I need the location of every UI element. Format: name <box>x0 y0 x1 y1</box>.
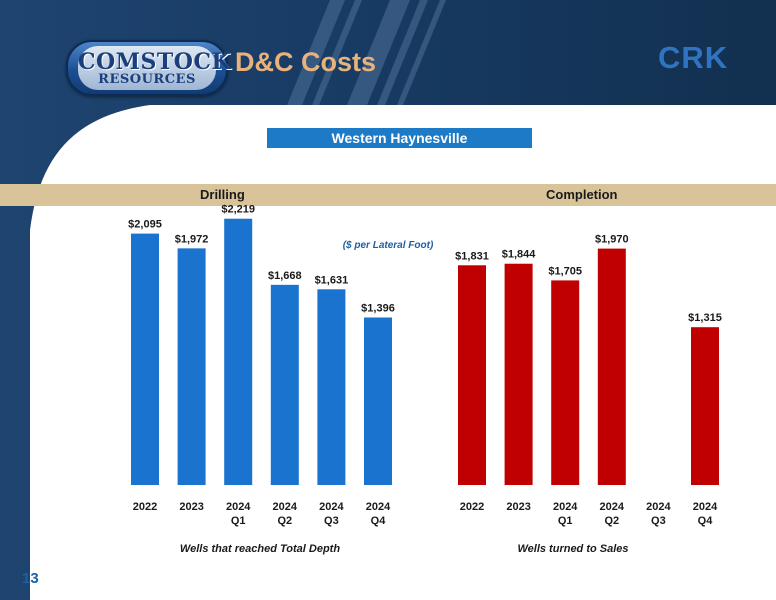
drilling-bar <box>364 317 392 485</box>
completion-tick-label: 2024 <box>693 501 718 513</box>
completion-bar <box>458 265 486 485</box>
unit-annotation: ($ per Lateral Foot) <box>343 240 434 251</box>
completion-tick-label: 2024 <box>646 501 671 513</box>
drilling-tick-label: 2024 <box>319 501 344 513</box>
slide-number: 13 <box>22 570 39 587</box>
completion-value-label: $1,315 <box>688 312 722 324</box>
drilling-bar <box>224 218 253 485</box>
drilling-value-label: $1,668 <box>268 270 302 282</box>
drilling-bar <box>270 284 299 485</box>
drilling-section-label: Drilling <box>200 187 245 202</box>
drilling-value-label: $1,631 <box>315 274 349 286</box>
completion-tick-label: 2024 <box>600 501 625 513</box>
region-banner: Western Haynesville <box>267 128 532 148</box>
completion-bar <box>504 263 533 485</box>
completion-bar <box>551 280 580 485</box>
drilling-bar <box>177 248 206 485</box>
completion-value-label: $1,705 <box>548 265 582 277</box>
drilling-bar <box>317 289 346 485</box>
drilling-value-label: $2,095 <box>128 219 162 231</box>
drilling-tick-label: 2022 <box>133 501 157 513</box>
completion-tick-label: Q1 <box>558 515 573 527</box>
drilling-bar <box>131 233 159 485</box>
logo-wordmark-top: COMSTOCK <box>78 49 232 75</box>
ticker-logo: CRK <box>658 40 729 75</box>
completion-axis-label: Wells turned to Sales <box>517 543 628 555</box>
logo-wordmark-bottom: RESOURCES <box>98 72 196 87</box>
drilling-tick-label: 2024 <box>366 501 391 513</box>
drilling-tick-label: Q4 <box>371 515 387 527</box>
completion-tick-label: Q3 <box>651 515 666 527</box>
drilling-tick-label: Q3 <box>324 515 339 527</box>
completion-tick-label: Q4 <box>698 515 714 527</box>
completion-bar <box>597 248 626 485</box>
drilling-tick-label: 2024 <box>226 501 251 513</box>
drilling-value-label: $1,972 <box>175 233 209 245</box>
drilling-value-label: $1,396 <box>361 302 395 314</box>
drilling-tick-label: Q1 <box>231 515 246 527</box>
completion-tick-label: 2023 <box>506 501 530 513</box>
company-logo: COMSTOCK RESOURCES <box>66 40 232 96</box>
completion-tick-label: 2022 <box>460 501 484 513</box>
completion-tick-label: Q2 <box>604 515 619 527</box>
page-title: D&C Costs <box>235 47 377 77</box>
completion-bar <box>691 327 719 485</box>
completion-section-label: Completion <box>546 187 618 202</box>
drilling-value-label: $2,219 <box>221 204 255 216</box>
completion-value-label: $1,831 <box>455 250 489 262</box>
drilling-tick-label: Q2 <box>277 515 292 527</box>
completion-value-label: $1,970 <box>595 234 629 246</box>
drilling-axis-label: Wells that reached Total Depth <box>180 543 340 555</box>
section-header-band <box>0 184 776 206</box>
drilling-tick-label: 2024 <box>273 501 298 513</box>
drilling-tick-label: 2023 <box>179 501 203 513</box>
completion-value-label: $1,844 <box>502 249 537 261</box>
completion-tick-label: 2024 <box>553 501 578 513</box>
